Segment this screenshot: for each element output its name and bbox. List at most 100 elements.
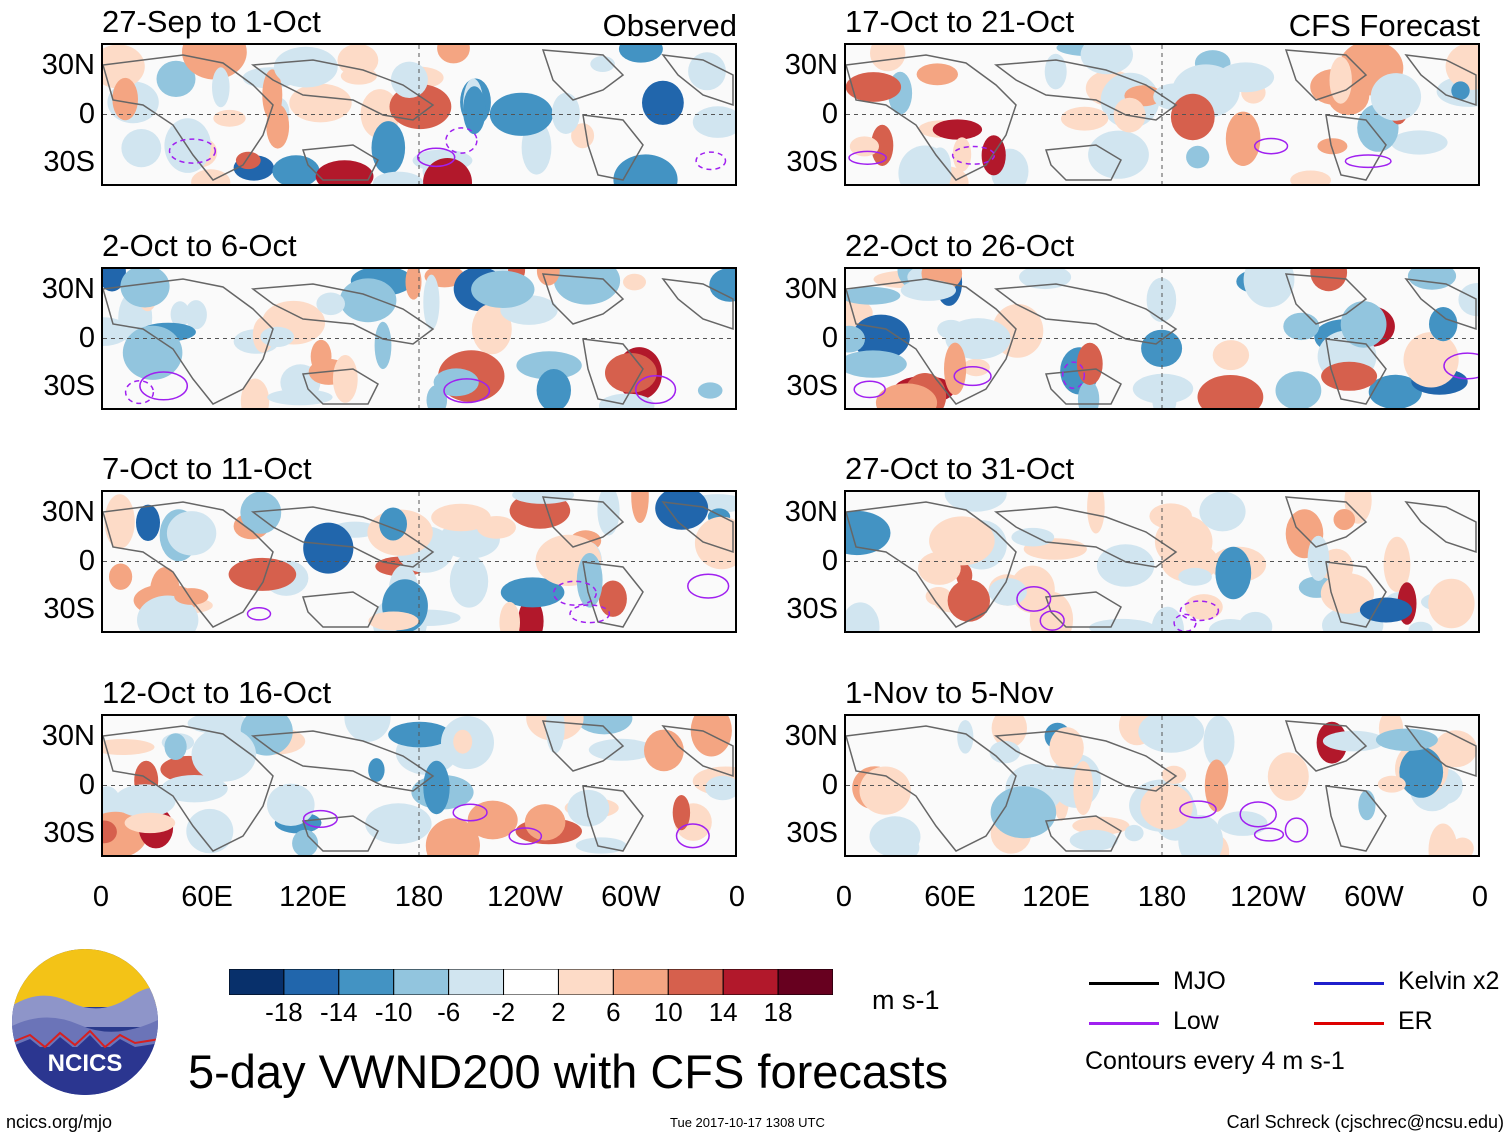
y-tick-label: 0 — [821, 97, 838, 130]
anomaly-blob — [467, 800, 518, 840]
column-label: CFS Forecast — [1288, 8, 1480, 43]
low-contour — [695, 151, 727, 171]
anomaly-blob — [260, 326, 294, 347]
anomaly-blob — [315, 160, 374, 184]
anomaly-blob — [332, 355, 358, 403]
footer-url[interactable]: ncics.org/mjo — [6, 1112, 113, 1132]
anomaly-blob — [1368, 374, 1422, 408]
anomaly-blob — [340, 67, 377, 85]
anomaly-blob — [423, 760, 450, 815]
anomaly-blob — [1377, 775, 1406, 793]
panel-title: 7-Oct to 11-Oct — [102, 451, 312, 486]
anomaly-blob — [1375, 728, 1438, 751]
anomaly-blob — [1333, 509, 1356, 530]
anomaly-blob — [623, 273, 646, 291]
anomaly-blob — [423, 158, 472, 184]
anomaly-blob — [137, 595, 199, 631]
anomaly-blob — [957, 720, 974, 754]
coastline — [661, 278, 734, 331]
y-tick-label: 0 — [78, 768, 95, 801]
low-contour — [853, 380, 886, 399]
x-tick-label: 0 — [92, 881, 110, 913]
coastline — [661, 501, 734, 554]
anomaly-blob — [1215, 546, 1252, 600]
anomaly-blob — [1407, 269, 1457, 290]
anomaly-blob — [310, 339, 332, 374]
anomaly-blob — [185, 300, 207, 330]
low-contour — [416, 147, 456, 168]
colorbar-tick-label: 2 — [551, 997, 566, 1027]
panel-title: 12-Oct to 16-Oct — [102, 675, 332, 710]
coastline — [582, 338, 644, 405]
map-field — [846, 45, 1478, 184]
y-tick-label: 30N — [41, 495, 95, 528]
coastline — [250, 730, 435, 792]
coastline — [993, 506, 1178, 568]
anomaly-blob — [1011, 527, 1055, 547]
anomaly-blob — [631, 492, 649, 523]
coastline — [301, 144, 379, 181]
anomaly-blob — [870, 45, 906, 72]
low-contour — [848, 150, 887, 165]
anomaly-blob — [1151, 606, 1185, 631]
legend-label: MJO — [1173, 967, 1226, 995]
column-label: Observed — [602, 8, 737, 43]
coastline — [541, 273, 625, 325]
anomaly-blob — [1358, 790, 1376, 821]
anomaly-blob — [709, 269, 735, 302]
anomaly-blob — [516, 351, 582, 380]
anomaly-blob — [944, 492, 1007, 512]
map-field — [103, 492, 735, 631]
anomaly-blob — [122, 325, 183, 380]
low-contour — [139, 371, 189, 401]
legend-label: Low — [1173, 1007, 1219, 1035]
anomaly-blob — [112, 77, 138, 121]
y-tick-label: 30N — [784, 272, 838, 305]
anomaly-blob — [500, 577, 565, 608]
logo-text: NCICS — [47, 1050, 123, 1077]
anomaly-blob — [869, 816, 921, 855]
coastline — [1404, 501, 1477, 554]
low-contour — [687, 573, 730, 599]
anomaly-blob — [425, 818, 480, 855]
anomaly-blob — [1089, 618, 1156, 631]
anomaly-blob — [1307, 535, 1330, 581]
anomaly-blob — [536, 269, 560, 286]
x-tick-label: 120E — [279, 881, 347, 913]
y-tick-label: 30S — [43, 370, 95, 403]
anomaly-blob — [303, 522, 354, 574]
legend-swatch — [1314, 982, 1384, 985]
anomaly-blob — [1329, 56, 1352, 104]
panel-title: 27-Sep to 1-Oct — [102, 4, 321, 39]
legend-swatch — [1089, 1022, 1159, 1025]
anomaly-blob — [655, 492, 709, 530]
panel-title: 27-Oct to 31-Oct — [845, 451, 1075, 486]
x-tick-label: 180 — [1137, 881, 1187, 913]
map-panel — [101, 490, 737, 633]
anomaly-blob — [692, 106, 735, 138]
anomaly-blob — [875, 383, 938, 408]
low-contour — [1039, 610, 1065, 631]
x-tick-label: 0 — [728, 881, 746, 913]
colorbar-swatch — [283, 968, 340, 996]
coastline — [846, 725, 1017, 852]
low-contour — [445, 127, 478, 154]
anomaly-blob — [605, 353, 657, 393]
colorbar-tick-label: 10 — [653, 997, 683, 1027]
x-tick-label: 0 — [1471, 881, 1489, 913]
x-tick-label: 0 — [835, 881, 853, 913]
anomaly-blob — [266, 104, 290, 149]
contour-note: Contours every 4 m s-1 — [1085, 1047, 1345, 1075]
anomaly-blob — [1403, 332, 1459, 388]
coastline — [1284, 496, 1368, 548]
colorbar-swatch — [722, 968, 779, 996]
y-tick-label: 30S — [43, 146, 95, 179]
anomaly-blob — [371, 121, 406, 175]
colorbar-swatch — [503, 968, 559, 996]
coastline — [1284, 273, 1368, 325]
anomaly-blob — [433, 368, 479, 397]
anomaly-blob — [368, 758, 385, 782]
low-contour — [1016, 585, 1052, 612]
x-tick-label: 120W — [487, 881, 563, 913]
colorbar-tick-label: 18 — [763, 997, 793, 1027]
